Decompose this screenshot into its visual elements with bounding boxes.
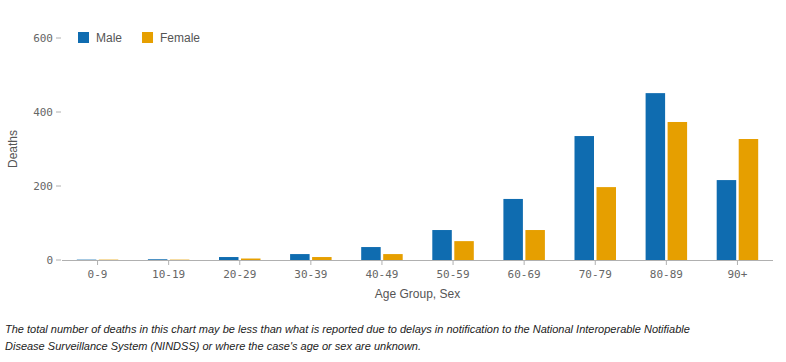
bar (361, 247, 381, 260)
bar (312, 257, 332, 260)
x-tick (737, 261, 738, 265)
x-tick-label: 40-49 (365, 268, 398, 281)
x-tick-label: 70-79 (579, 268, 612, 281)
x-tick (97, 261, 98, 265)
y-tick-label: 200 (33, 180, 53, 193)
x-tick-label: 30-39 (294, 268, 327, 281)
x-tick (595, 261, 596, 265)
legend-swatch (78, 32, 89, 43)
y-tick-label: 0 (46, 254, 53, 267)
bar (575, 136, 595, 260)
bar (99, 259, 119, 260)
x-tick-label: 60-69 (508, 268, 541, 281)
y-tick-label: 400 (33, 106, 53, 119)
bar (170, 259, 190, 260)
x-tick-label: 90+ (728, 268, 748, 281)
y-tick (56, 112, 61, 113)
legend-label: Male (96, 31, 122, 45)
bar (241, 259, 261, 260)
bar (646, 93, 666, 260)
footnote: The total number of deaths in this chart… (5, 323, 690, 335)
x-tick-label: 20-29 (223, 268, 256, 281)
y-tick (56, 260, 61, 261)
x-tick-label: 80-89 (650, 268, 683, 281)
y-tick-label: 600 (33, 32, 53, 45)
bar (739, 139, 759, 260)
legend-label: Female (160, 31, 200, 45)
bar (290, 254, 310, 260)
y-tick (56, 38, 61, 39)
bar (383, 254, 403, 260)
bar (668, 122, 688, 260)
x-tick (524, 261, 525, 265)
bar (597, 187, 617, 260)
bar (717, 180, 737, 260)
x-tick (381, 261, 382, 265)
footnote: Disease Surveillance System (NINDSS) or … (5, 340, 421, 352)
bar (77, 259, 97, 260)
y-axis-title: Deaths (6, 130, 20, 168)
x-tick-label: 0-9 (88, 268, 108, 281)
bar (454, 241, 474, 260)
x-tick (666, 261, 667, 265)
y-tick (56, 186, 61, 187)
bars (77, 93, 758, 260)
legend-swatch (142, 32, 153, 43)
x-tick (239, 261, 240, 265)
bar (503, 199, 523, 260)
x-tick-label: 50-59 (436, 268, 469, 281)
bar (148, 259, 168, 260)
x-tick-label: 10-19 (152, 268, 185, 281)
bar (432, 230, 452, 260)
x-tick (168, 261, 169, 265)
x-tick (310, 261, 311, 265)
x-tick (453, 261, 454, 265)
bar (219, 257, 239, 260)
x-axis (62, 260, 773, 261)
x-axis-title: Age Group, Sex (375, 287, 460, 301)
chart: 0 200 400 600 0-9 10-19 20-29 30-39 40-49 50-59 60… (0, 0, 786, 362)
bar (525, 230, 545, 260)
